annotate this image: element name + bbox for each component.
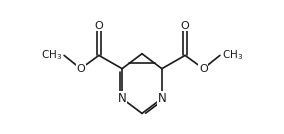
Text: N: N <box>118 92 126 105</box>
Text: O: O <box>199 64 208 74</box>
Text: CH$_3$: CH$_3$ <box>222 49 243 62</box>
Text: O: O <box>76 64 85 74</box>
Text: CH$_3$: CH$_3$ <box>41 49 62 62</box>
Text: O: O <box>95 21 103 31</box>
Text: O: O <box>181 21 189 31</box>
Text: N: N <box>158 92 166 105</box>
